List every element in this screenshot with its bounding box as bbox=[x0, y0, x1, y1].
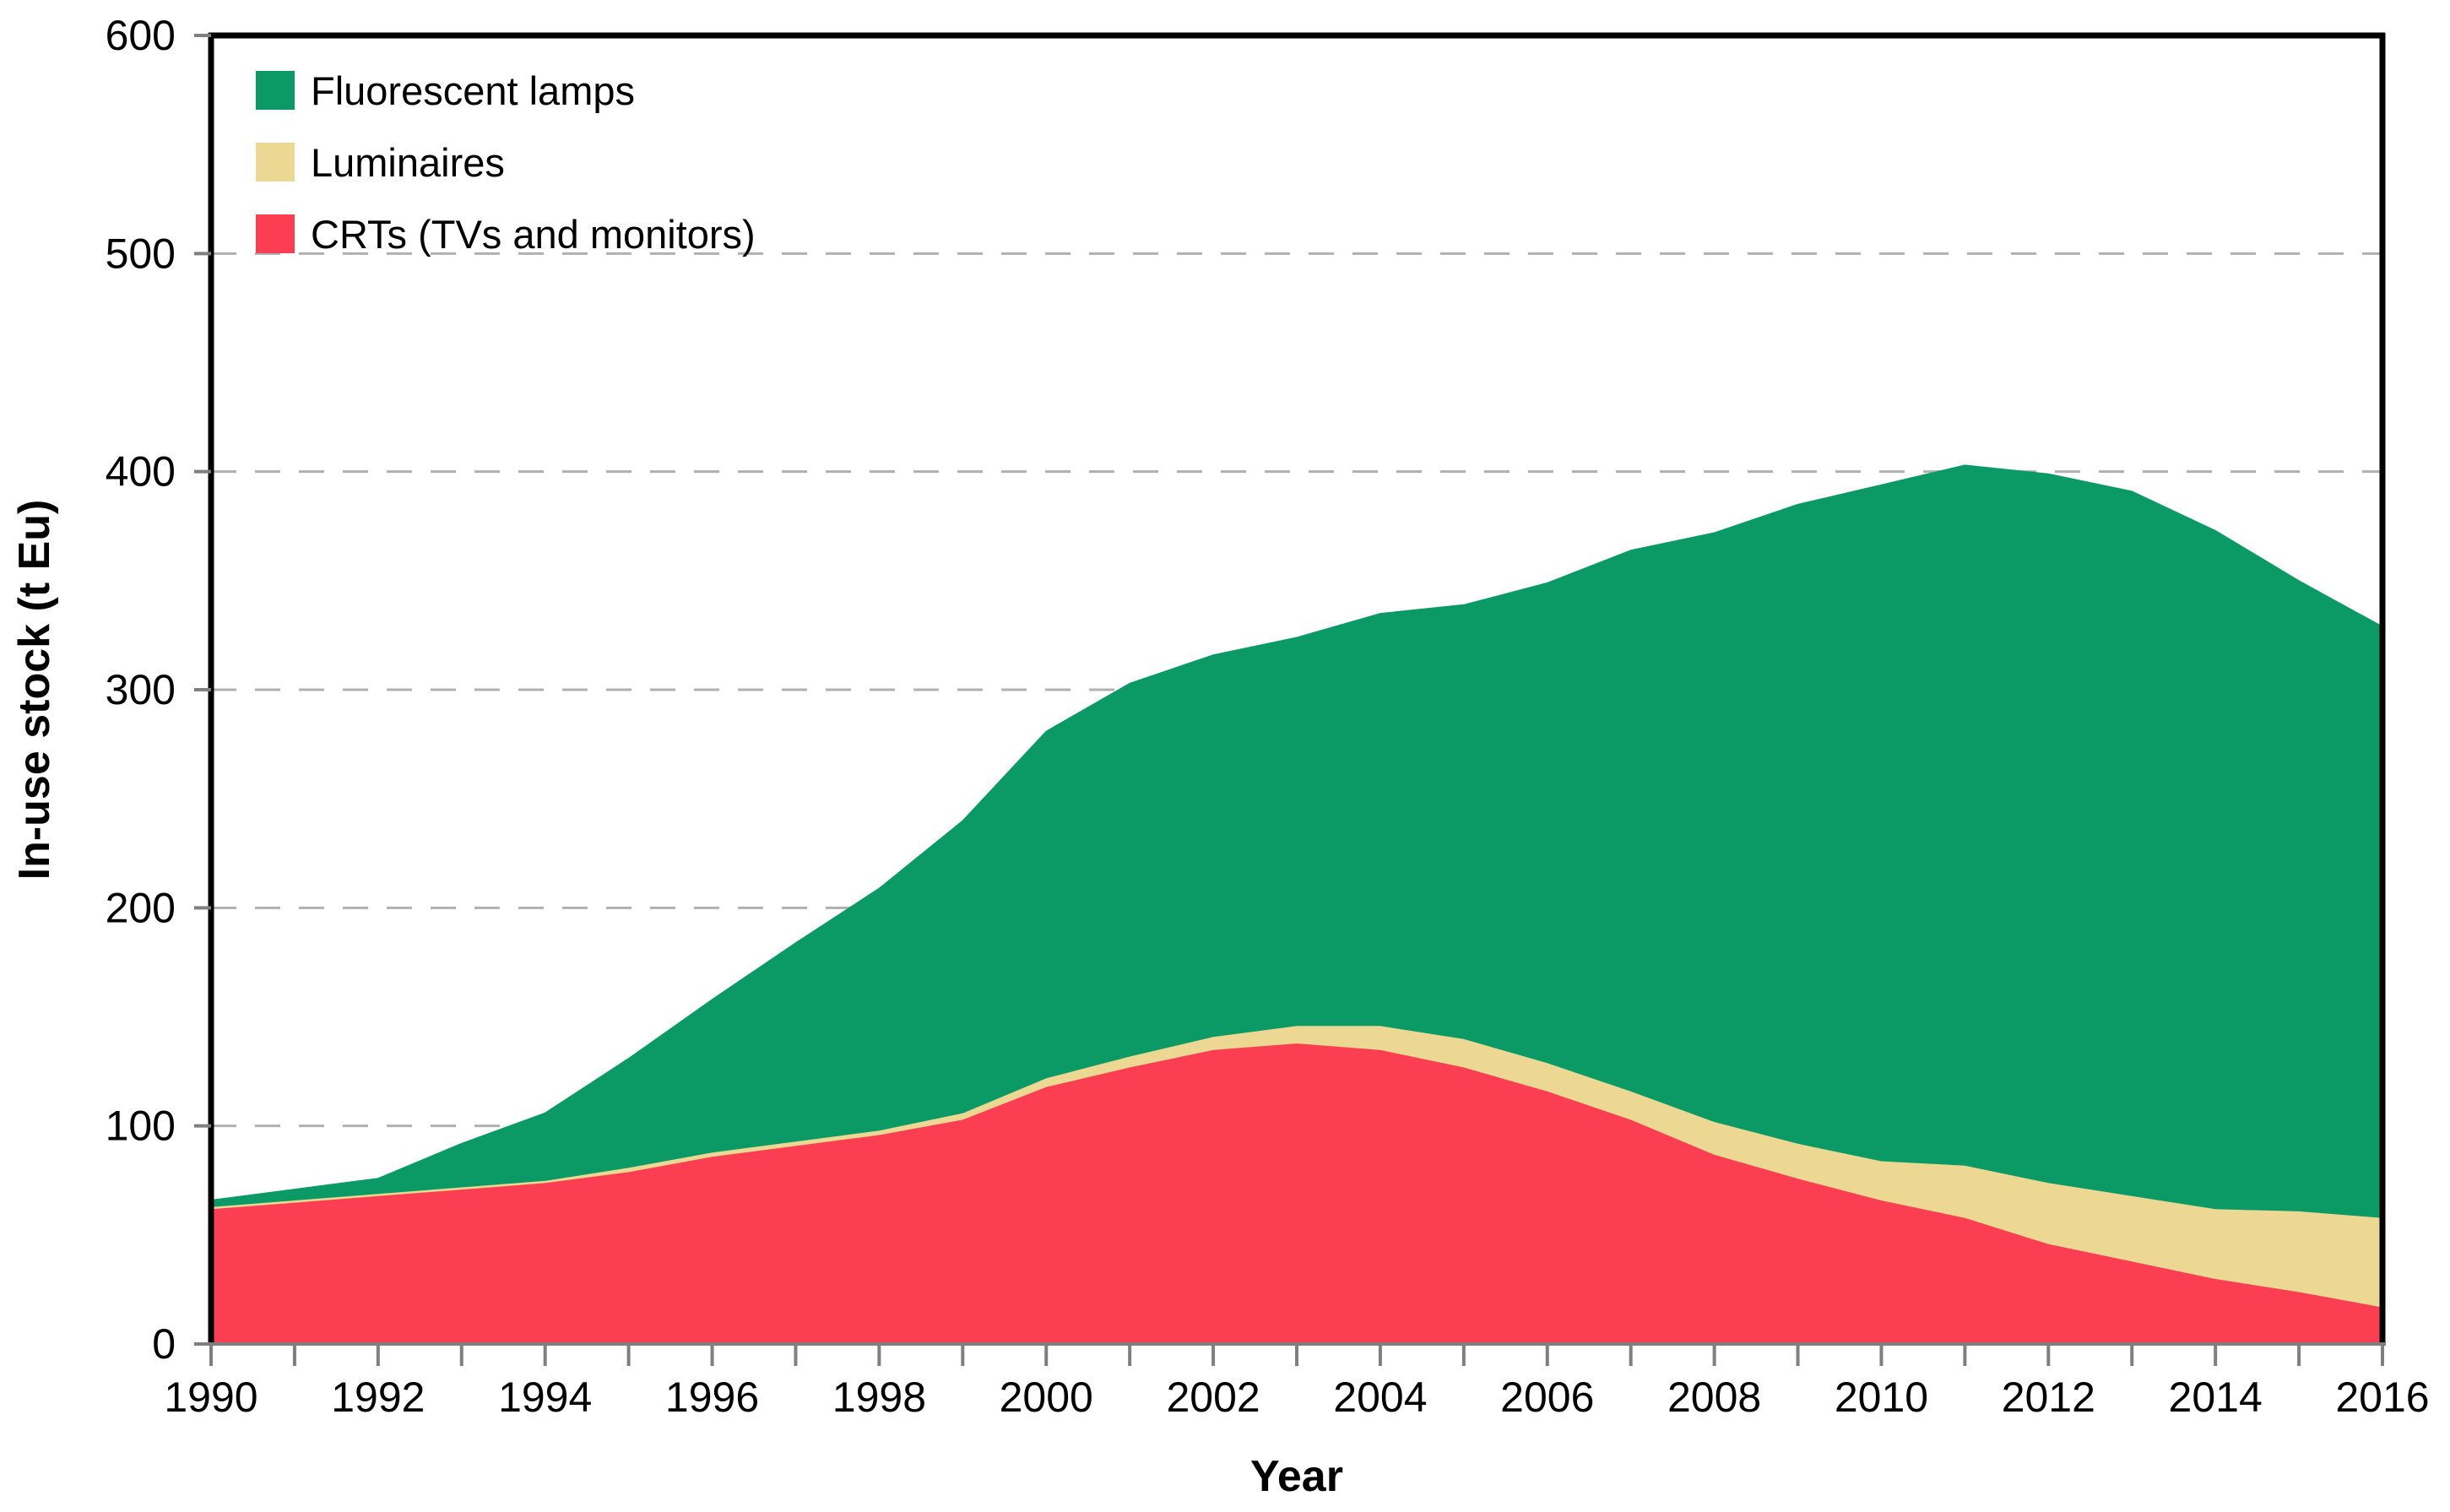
y-tick-label-200: 200 bbox=[106, 884, 176, 931]
legend-label-luminaires: Luminaires bbox=[311, 140, 505, 185]
legend-item-crts: CRTs (TVs and monitors) bbox=[256, 212, 756, 257]
x-tick-label-1992: 1992 bbox=[331, 1374, 425, 1421]
x-tick-label-1990: 1990 bbox=[164, 1374, 257, 1421]
legend-swatch-luminaires bbox=[256, 143, 295, 182]
x-tick-label-2010: 2010 bbox=[1835, 1374, 1928, 1421]
y-tick-label-0: 0 bbox=[152, 1320, 176, 1368]
x-tick-label-1998: 1998 bbox=[832, 1374, 926, 1421]
axis-tick-labels: 0 100 200 300 400 500 600 1990 1992 1994 1996 1998 2… bbox=[106, 12, 2430, 1421]
x-tick-label-2004: 2004 bbox=[1333, 1374, 1427, 1421]
x-tick-label-2014: 2014 bbox=[2169, 1374, 2263, 1421]
legend-item-fluorescent-lamps: Fluorescent lamps bbox=[256, 68, 635, 113]
x-tick-label-2002: 2002 bbox=[1166, 1374, 1260, 1421]
y-tick-label-300: 300 bbox=[106, 666, 176, 713]
area-series bbox=[210, 464, 2383, 1345]
legend: Fluorescent lamps Luminaires CRTs (TVs a… bbox=[256, 68, 756, 257]
y-tick-label-500: 500 bbox=[106, 230, 176, 277]
x-tick-label-2016: 2016 bbox=[2335, 1374, 2429, 1421]
x-tick-label-2012: 2012 bbox=[2002, 1374, 2095, 1421]
x-tick-label-2008: 2008 bbox=[1667, 1374, 1761, 1421]
legend-label-crts: CRTs (TVs and monitors) bbox=[311, 212, 756, 257]
x-tick-label-1994: 1994 bbox=[498, 1374, 592, 1421]
x-tick-label-2006: 2006 bbox=[1500, 1374, 1594, 1421]
axis-ticks bbox=[194, 34, 2384, 1366]
legend-item-luminaires: Luminaires bbox=[256, 140, 505, 185]
legend-swatch-crts bbox=[256, 214, 295, 253]
legend-swatch-fluorescent-lamps bbox=[256, 71, 295, 110]
x-axis-title: Year bbox=[1250, 1452, 1343, 1501]
x-tick-label-2000: 2000 bbox=[1000, 1374, 1093, 1421]
legend-label-fluorescent-lamps: Fluorescent lamps bbox=[311, 68, 635, 113]
y-tick-label-100: 100 bbox=[106, 1103, 176, 1150]
y-tick-label-600: 600 bbox=[106, 12, 176, 59]
y-tick-label-400: 400 bbox=[106, 448, 176, 496]
x-tick-label-1996: 1996 bbox=[665, 1374, 759, 1421]
y-axis-title: In-use stock (t Eu) bbox=[10, 500, 59, 881]
